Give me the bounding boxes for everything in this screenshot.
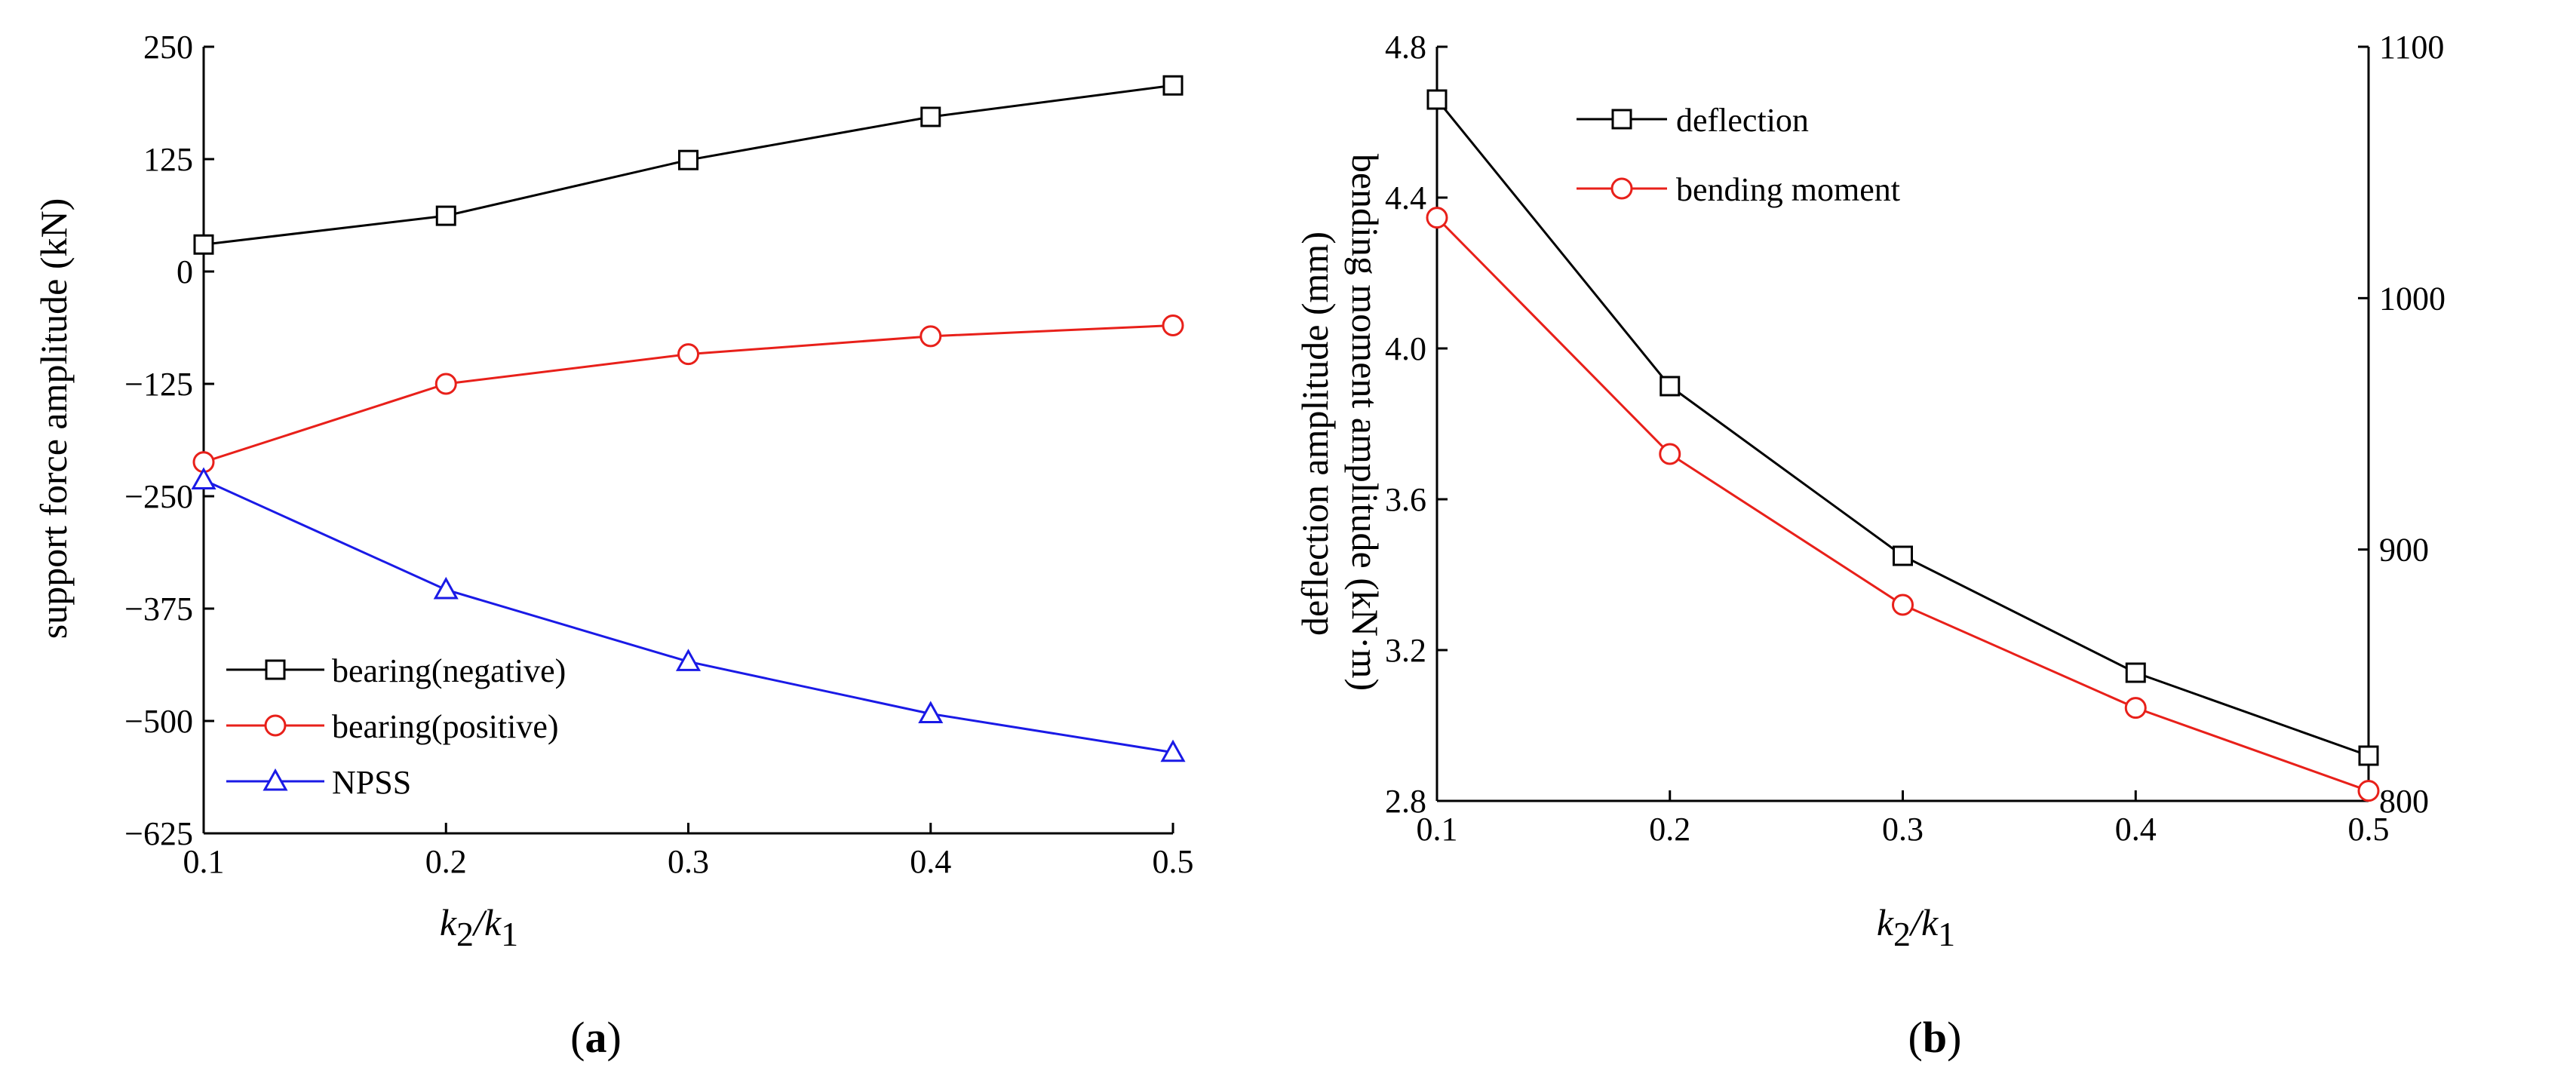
panel-b-chart: 0.1 0.2 0.3 0.4 0.5 2.8 3.2 3.6 4.0 4.4 4.8 800 900 1… <box>1294 29 2446 1062</box>
y-tick-label: 4.4 <box>1385 179 1426 216</box>
data-point-marker <box>2358 745 2379 766</box>
x-tick-label: 0.1 <box>1417 811 1458 848</box>
panel-a-legend: bearing(negative) bearing(positive) NPSS <box>226 652 566 801</box>
legend-item: bending moment <box>1577 171 1900 208</box>
y-tick-label: 4.0 <box>1385 330 1426 367</box>
data-point-marker <box>191 467 216 490</box>
y-tick-label: −250 <box>124 478 193 515</box>
panel-b-label: (b) <box>1908 1013 1962 1062</box>
legend-item: deflection <box>1577 102 1809 139</box>
y-tick-label: 3.2 <box>1385 632 1426 669</box>
data-point-marker <box>1892 594 1914 616</box>
x-tick-label: 0.3 <box>668 843 709 880</box>
panel-a-chart: 0.1 0.2 0.3 0.4 0.5 250 125 0 −125 −250 −375 −500 −6… <box>32 29 1194 1062</box>
legend-square-marker <box>265 659 286 680</box>
data-point-marker <box>2357 780 2380 802</box>
data-point-marker <box>435 205 456 226</box>
data-point-marker <box>193 234 214 255</box>
legend-label: bearing(positive) <box>332 708 559 745</box>
legend-circle-marker <box>1610 177 1633 200</box>
data-point-marker <box>675 649 702 671</box>
x-tick-label: 0.5 <box>2348 811 2390 848</box>
y2-tick-label: 800 <box>2379 783 2429 820</box>
legend-label: deflection <box>1676 102 1809 139</box>
data-point-marker <box>1426 89 1448 110</box>
y-tick-label: 250 <box>143 29 193 66</box>
data-point-marker <box>1893 545 1913 566</box>
y-tick-label: 2.8 <box>1385 783 1426 820</box>
legend-triangle-marker <box>263 768 288 791</box>
data-point-marker <box>1160 739 1186 762</box>
y2-tick-label: 1100 <box>2379 29 2444 66</box>
data-point-marker <box>677 343 699 366</box>
x-tick-label: 0.2 <box>425 843 467 880</box>
data-point-marker <box>434 373 457 395</box>
panel-a-label: (a) <box>570 1013 622 1062</box>
legend-item: bearing(negative) <box>226 652 566 689</box>
panel-a-plot-area: 0.1 0.2 0.3 0.4 0.5 250 125 0 −125 −250 −375 −500 −6… <box>124 29 1193 880</box>
data-point-marker <box>920 106 941 127</box>
legend-label: bending moment <box>1676 171 1900 208</box>
data-point-marker <box>1426 207 1448 229</box>
data-point-marker <box>1162 314 1184 337</box>
data-point-marker <box>1659 443 1681 465</box>
panel-b-legend: deflection bending moment <box>1577 102 1900 208</box>
data-point-marker <box>920 325 942 348</box>
legend-square-marker <box>1611 109 1632 130</box>
y-tick-label: −500 <box>124 703 193 740</box>
panel-b-plot-area: 0.1 0.2 0.3 0.4 0.5 2.8 3.2 3.6 4.0 4.4 4.8 800 900 1… <box>1385 29 2446 848</box>
y2-tick-label: 900 <box>2379 532 2429 569</box>
panel-a-x-axis-label: k2/k1 <box>440 901 518 953</box>
y2-tick-label: 1000 <box>2379 280 2446 317</box>
y-tick-label: 0 <box>177 253 193 290</box>
y-tick-label: 3.6 <box>1385 481 1426 518</box>
legend-circle-marker <box>264 714 287 737</box>
y-tick-label: −375 <box>124 591 193 627</box>
panel-b-x-axis-label: k2/k1 <box>1877 901 1955 953</box>
x-tick-label: 0.5 <box>1153 843 1194 880</box>
data-point-marker <box>678 149 698 170</box>
data-point-marker <box>2125 662 2146 683</box>
x-tick-label: 0.2 <box>1649 811 1690 848</box>
data-point-marker <box>1162 75 1184 96</box>
legend-label: NPSS <box>332 764 411 801</box>
legend-label: bearing(negative) <box>332 652 566 689</box>
y-tick-label: 125 <box>143 141 193 178</box>
data-point-marker <box>918 701 944 723</box>
legend-item: bearing(positive) <box>226 708 559 745</box>
panel-a-y-axis-label: support force amplitude (kN) <box>32 198 75 640</box>
data-point-marker <box>2124 697 2147 719</box>
x-tick-label: 0.1 <box>183 843 225 880</box>
y-tick-label: −125 <box>124 366 193 403</box>
x-tick-label: 0.4 <box>2115 811 2157 848</box>
data-point-marker <box>433 576 459 600</box>
legend-item: NPSS <box>226 764 411 801</box>
data-point-marker <box>1660 376 1681 397</box>
y-tick-label: 4.8 <box>1385 29 1426 66</box>
y-tick-label: −625 <box>124 815 193 852</box>
panel-b-y2-axis-label: bending moment amplitude (kN·m) <box>1344 154 1386 691</box>
series-line <box>1435 99 2369 757</box>
x-tick-label: 0.3 <box>1882 811 1924 848</box>
panel-b-y-axis-label: deflection amplitude (mm) <box>1294 232 1336 636</box>
x-tick-label: 0.4 <box>910 843 951 880</box>
